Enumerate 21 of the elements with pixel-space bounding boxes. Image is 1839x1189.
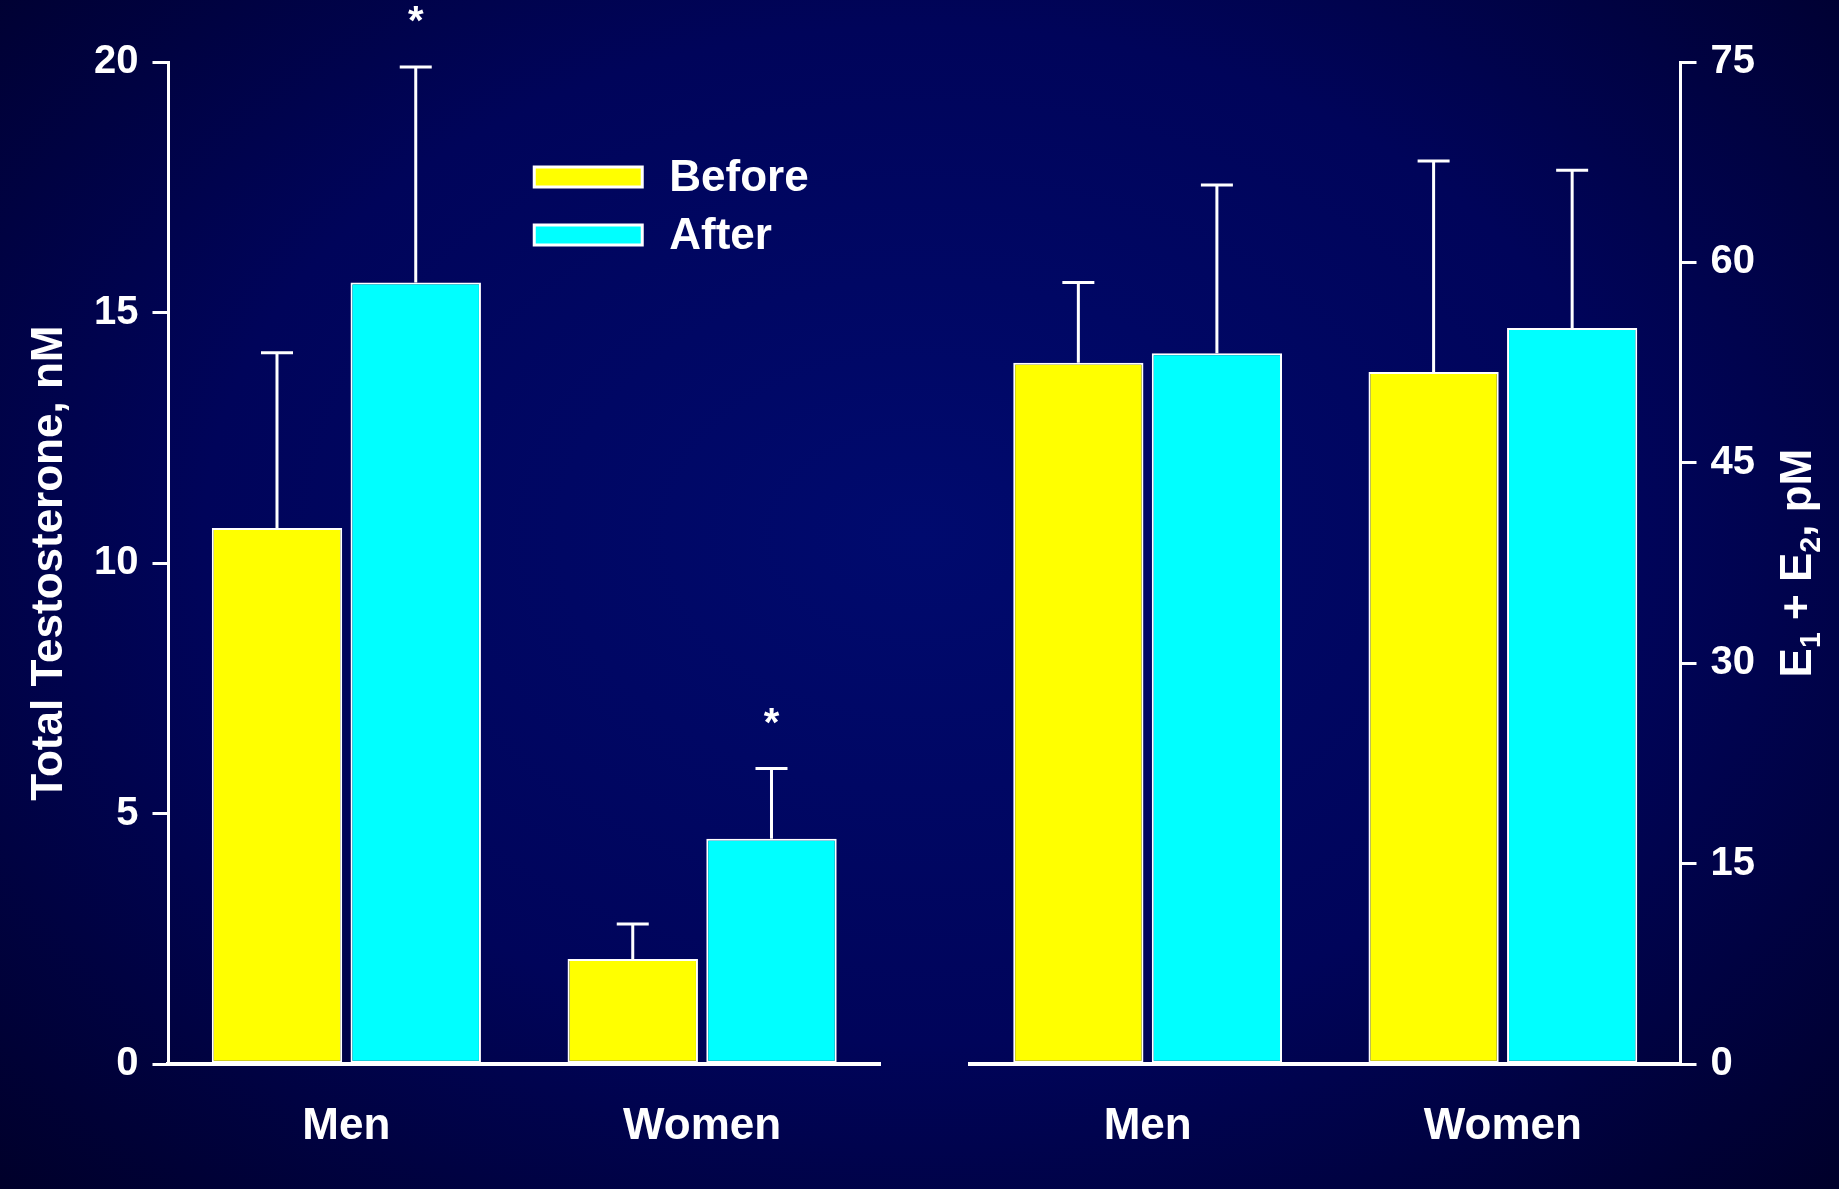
y-tick-label: 10	[93, 538, 139, 583]
y2-tick-label: 15	[1710, 838, 1756, 883]
annotation: *	[763, 699, 780, 744]
legend-label: Before	[669, 151, 809, 201]
y2-tick-label: 75	[1710, 37, 1756, 82]
legend-label: After	[669, 209, 772, 259]
x-tick-label: Women	[1423, 1098, 1582, 1148]
y-axis-title: Total Testosterone, nM	[22, 325, 72, 801]
y-tick-label: 15	[93, 287, 139, 332]
y2-axis-title: E1 + E2, pM	[1771, 448, 1827, 678]
y-tick-label: 20	[93, 37, 139, 82]
x-tick-label: Men	[1103, 1098, 1192, 1148]
text: *	[407, 0, 424, 43]
y-tick-label: 0	[116, 1039, 139, 1084]
y2-tick-label: 30	[1710, 638, 1756, 683]
y2-tick-label: 0	[1710, 1039, 1733, 1084]
y-tick-label: 5	[116, 788, 139, 833]
y2-tick-label: 60	[1710, 237, 1756, 282]
y2-tick-label: 45	[1710, 437, 1756, 482]
x-tick-label: Women	[623, 1098, 782, 1148]
x-tick-label: Men	[302, 1098, 391, 1148]
